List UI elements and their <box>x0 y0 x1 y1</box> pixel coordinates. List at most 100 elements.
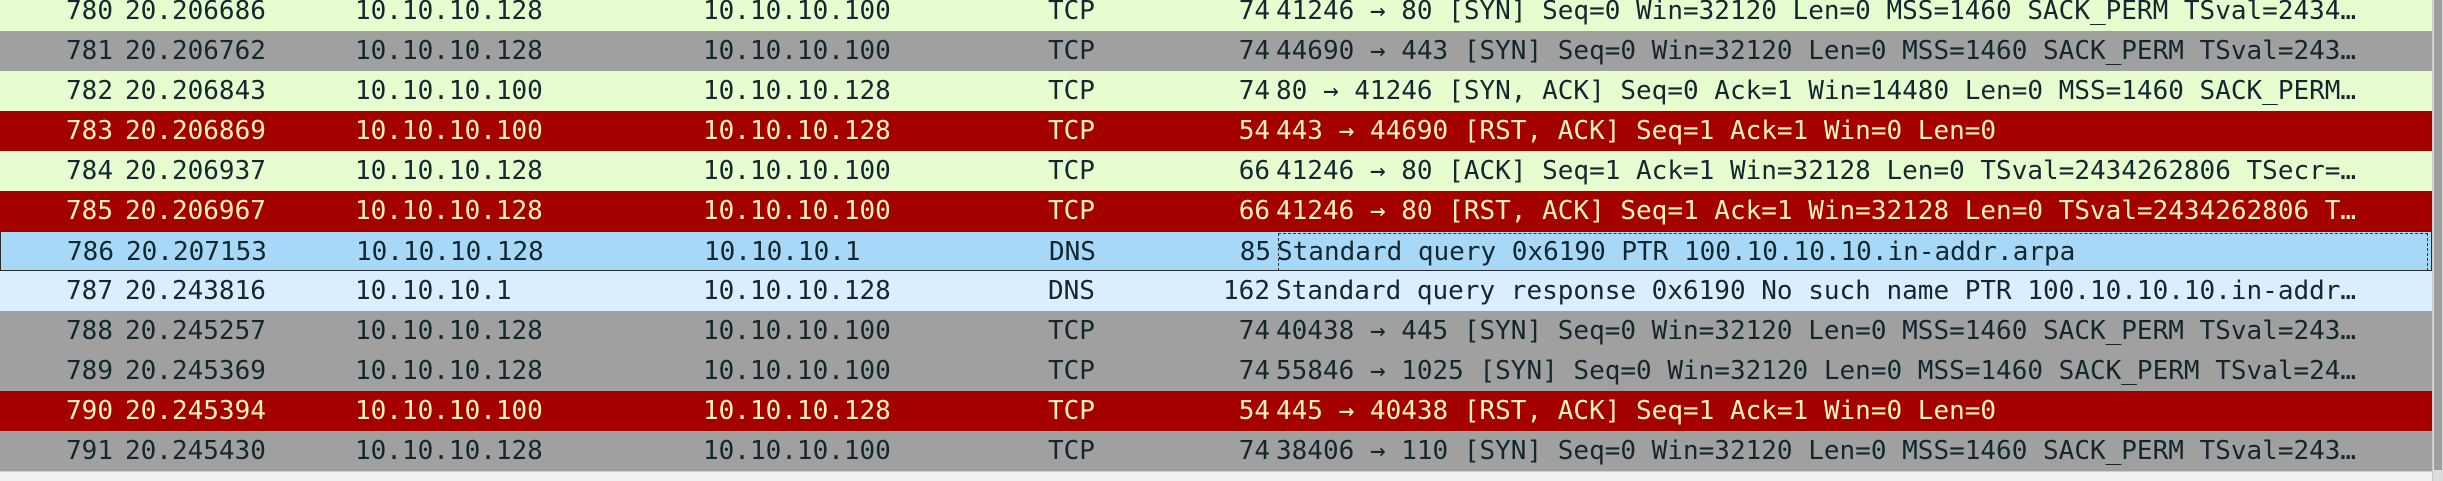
packet-protocol: DNS <box>1048 276 1095 306</box>
packet-destination: 10.10.10.100 <box>703 436 891 466</box>
packet-destination: 10.10.10.128 <box>703 116 891 146</box>
packet-time: 20.206843 <box>125 76 266 106</box>
packet-row[interactable]: 783 20.206869 10.10.10.100 10.10.10.128 TCP 5… <box>0 111 2432 151</box>
packet-info: 38406 → 110 [SYN] Seq=0 Win=32120 Len=0 … <box>1276 436 2357 466</box>
packet-protocol: TCP <box>1048 0 1095 26</box>
packet-time: 20.245369 <box>125 356 266 386</box>
packet-row[interactable]: 788 20.245257 10.10.10.128 10.10.10.100 TCP 7… <box>0 311 2432 351</box>
packet-time: 20.206686 <box>125 0 266 26</box>
packet-row[interactable]: 782 20.206843 10.10.10.100 10.10.10.128 TCP 7… <box>0 71 2432 111</box>
packet-number: 787 <box>66 276 113 306</box>
packet-number: 791 <box>66 436 113 466</box>
packet-info: Standard query 0x6190 PTR 100.10.10.10.i… <box>1277 232 2429 270</box>
packet-destination: 10.10.10.100 <box>703 316 891 346</box>
packet-protocol: TCP <box>1048 76 1095 106</box>
packet-row[interactable]: 781 20.206762 10.10.10.128 10.10.10.100 TCP 7… <box>0 31 2432 71</box>
packet-row[interactable]: 791 20.245430 10.10.10.128 10.10.10.100 TCP 7… <box>0 431 2432 471</box>
packet-protocol: TCP <box>1048 36 1095 66</box>
packet-row[interactable]: 787 20.243816 10.10.10.1 10.10.10.128 DNS 162… <box>0 271 2432 311</box>
packet-destination: 10.10.10.1 <box>704 237 861 267</box>
packet-source: 10.10.10.128 <box>355 436 543 466</box>
packet-source: 10.10.10.128 <box>356 237 544 267</box>
packet-number: 784 <box>66 156 113 186</box>
packet-row[interactable]: 784 20.206937 10.10.10.128 10.10.10.100 TCP 6… <box>0 151 2432 191</box>
scrollbar-thumb[interactable] <box>2434 0 2442 470</box>
packet-time: 20.245430 <box>125 436 266 466</box>
packet-length: 66 <box>1238 156 1270 186</box>
packet-length: 66 <box>1238 196 1270 226</box>
packet-row[interactable]: 785 20.206967 10.10.10.128 10.10.10.100 TCP 6… <box>0 191 2432 231</box>
packet-source: 10.10.10.128 <box>355 36 543 66</box>
packet-source: 10.10.10.1 <box>355 276 512 306</box>
packet-length: 74 <box>1238 36 1270 66</box>
packet-number: 789 <box>66 356 113 386</box>
packet-source: 10.10.10.128 <box>355 196 543 226</box>
packet-destination: 10.10.10.128 <box>703 76 891 106</box>
packet-number: 785 <box>66 196 113 226</box>
packet-info: Standard query response 0x6190 No such n… <box>1276 276 2357 306</box>
packet-length: 74 <box>1238 316 1270 346</box>
packet-destination: 10.10.10.100 <box>703 36 891 66</box>
packet-time: 20.245394 <box>125 396 266 426</box>
packet-row[interactable]: 780 20.206686 10.10.10.128 10.10.10.100 TCP 7… <box>0 0 2432 31</box>
packet-length: 74 <box>1238 0 1270 26</box>
packet-protocol: TCP <box>1048 196 1095 226</box>
packet-number: 781 <box>66 36 113 66</box>
packet-length: 74 <box>1238 436 1270 466</box>
packet-info: 41246 → 80 [SYN] Seq=0 Win=32120 Len=0 M… <box>1276 0 2357 26</box>
packet-protocol: TCP <box>1048 396 1095 426</box>
packet-number: 790 <box>66 396 113 426</box>
packet-info: 443 → 44690 [RST, ACK] Seq=1 Ack=1 Win=0… <box>1276 116 1997 146</box>
packet-length: 85 <box>1239 237 1271 267</box>
packet-source: 10.10.10.128 <box>355 356 543 386</box>
packet-info: 41246 → 80 [RST, ACK] Seq=1 Ack=1 Win=32… <box>1276 196 2357 226</box>
packet-protocol: DNS <box>1049 237 1096 267</box>
packet-source: 10.10.10.100 <box>355 116 543 146</box>
packet-number: 788 <box>66 316 113 346</box>
packet-info: 55846 → 1025 [SYN] Seq=0 Win=32120 Len=0… <box>1276 356 2357 386</box>
packet-time: 20.206762 <box>125 36 266 66</box>
packet-length: 74 <box>1238 356 1270 386</box>
packet-destination: 10.10.10.100 <box>703 356 891 386</box>
packet-row[interactable]: 786 20.207153 10.10.10.128 10.10.10.1 DNS 85 S… <box>0 231 2432 271</box>
packet-info: 44690 → 443 [SYN] Seq=0 Win=32120 Len=0 … <box>1276 36 2357 66</box>
packet-row[interactable]: 789 20.245369 10.10.10.128 10.10.10.100 TCP 7… <box>0 351 2432 391</box>
packet-protocol: TCP <box>1048 356 1095 386</box>
packet-info: 80 → 41246 [SYN, ACK] Seq=0 Ack=1 Win=14… <box>1276 76 2357 106</box>
packet-protocol: TCP <box>1048 436 1095 466</box>
packet-row[interactable]: 790 20.245394 10.10.10.100 10.10.10.128 TCP 5… <box>0 391 2432 431</box>
packet-number: 783 <box>66 116 113 146</box>
packet-destination: 10.10.10.100 <box>703 0 891 26</box>
packet-info: 40438 → 445 [SYN] Seq=0 Win=32120 Len=0 … <box>1276 316 2357 346</box>
packet-source: 10.10.10.128 <box>355 0 543 26</box>
packet-destination: 10.10.10.128 <box>703 396 891 426</box>
packet-number: 782 <box>66 76 113 106</box>
packet-time: 20.243816 <box>125 276 266 306</box>
packet-number: 780 <box>66 0 113 26</box>
packet-length: 162 <box>1223 276 1270 306</box>
packet-protocol: TCP <box>1048 156 1095 186</box>
packet-length: 54 <box>1238 396 1270 426</box>
packet-time: 20.206937 <box>125 156 266 186</box>
packet-protocol: TCP <box>1048 316 1095 346</box>
packet-source: 10.10.10.100 <box>355 396 543 426</box>
packet-length: 74 <box>1238 76 1270 106</box>
vertical-scrollbar[interactable] <box>2432 0 2443 481</box>
packet-source: 10.10.10.128 <box>355 156 543 186</box>
packet-destination: 10.10.10.100 <box>703 156 891 186</box>
packet-info: 445 → 40438 [RST, ACK] Seq=1 Ack=1 Win=0… <box>1276 396 1997 426</box>
packet-protocol: TCP <box>1048 116 1095 146</box>
list-bottom-edge <box>0 471 2432 481</box>
packet-source: 10.10.10.128 <box>355 316 543 346</box>
packet-number: 786 <box>67 237 114 267</box>
packet-source: 10.10.10.100 <box>355 76 543 106</box>
packet-time: 20.207153 <box>126 237 267 267</box>
packet-length: 54 <box>1238 116 1270 146</box>
packet-destination: 10.10.10.128 <box>703 276 891 306</box>
packet-time: 20.206967 <box>125 196 266 226</box>
packet-time: 20.245257 <box>125 316 266 346</box>
packet-destination: 10.10.10.100 <box>703 196 891 226</box>
packet-time: 20.206869 <box>125 116 266 146</box>
packet-info: 41246 → 80 [ACK] Seq=1 Ack=1 Win=32128 L… <box>1276 156 2357 186</box>
